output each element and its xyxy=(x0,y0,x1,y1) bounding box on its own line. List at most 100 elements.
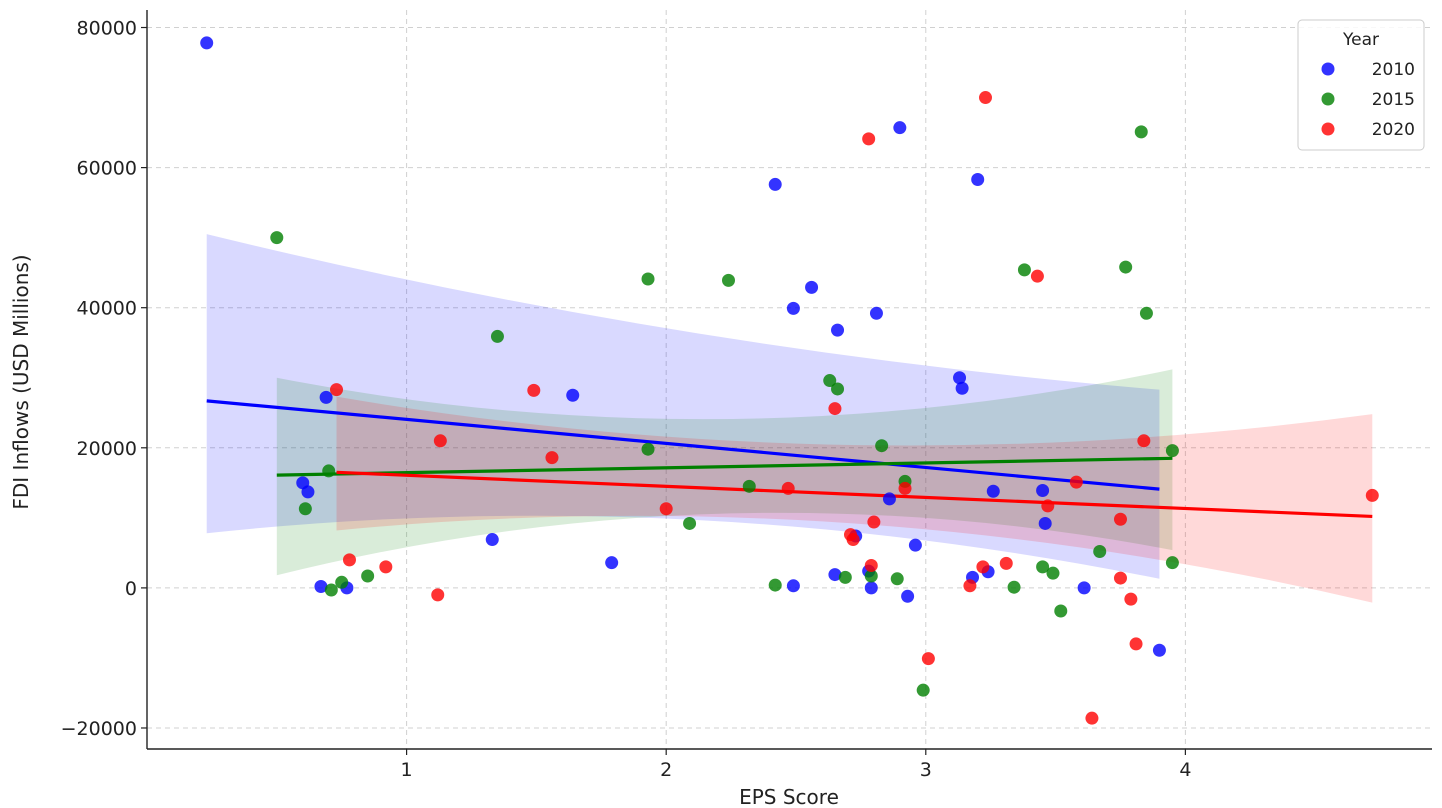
point-2015-31 xyxy=(1165,556,1179,570)
confidence-band-2020 xyxy=(336,396,1373,603)
x-tick-label-3: 4 xyxy=(1179,759,1191,781)
point-2015-26 xyxy=(1093,544,1107,558)
y-tick-label-4: 60000 xyxy=(77,158,137,180)
legend-label-2015: 2015 xyxy=(1372,90,1415,110)
y-axis-title: FDI Inflows (USD Millions) xyxy=(9,254,33,509)
legend-marker-2010 xyxy=(1321,62,1335,76)
point-2015-25 xyxy=(1054,604,1068,618)
legend-label-2010: 2010 xyxy=(1372,60,1415,80)
point-2020-28 xyxy=(1129,637,1143,651)
point-2015-10 xyxy=(721,273,735,287)
point-2015-20 xyxy=(916,683,930,697)
point-2015-18 xyxy=(890,572,904,586)
point-2010-20 xyxy=(893,121,907,135)
point-2020-9 xyxy=(828,402,842,416)
point-2010-7 xyxy=(566,388,580,402)
point-2015-23 xyxy=(1036,560,1050,574)
point-2020-15 xyxy=(898,481,912,495)
point-2020-30 xyxy=(1365,488,1379,502)
point-2015-6 xyxy=(490,329,504,343)
point-2020-26 xyxy=(1113,512,1127,526)
point-2015-30 xyxy=(1165,444,1179,458)
trend-lines xyxy=(206,399,1373,519)
y-tick-label-2: 20000 xyxy=(77,438,137,460)
point-2020-29 xyxy=(1137,434,1151,448)
point-2020-21 xyxy=(1030,269,1044,283)
point-2010-28 xyxy=(986,484,1000,498)
point-2020-25 xyxy=(1113,571,1127,585)
point-2020-11 xyxy=(846,533,860,547)
trend-line-2010 xyxy=(206,399,1160,491)
point-2020-20 xyxy=(999,556,1013,570)
point-2015-13 xyxy=(823,374,837,388)
point-2015-9 xyxy=(683,516,697,530)
data-points xyxy=(200,36,1379,725)
point-2020-3 xyxy=(431,588,445,602)
y-tick-label-1: 0 xyxy=(125,578,137,600)
point-2015-11 xyxy=(742,479,756,493)
point-2010-13 xyxy=(828,568,842,582)
point-2020-24 xyxy=(1085,711,1099,725)
point-2010-14 xyxy=(831,323,845,337)
point-2020-19 xyxy=(978,91,992,105)
confidence-band-2015 xyxy=(276,369,1173,576)
point-2020-1 xyxy=(342,553,356,567)
point-2015-27 xyxy=(1119,260,1133,274)
point-2010-22 xyxy=(908,538,922,552)
point-2020-0 xyxy=(330,383,344,397)
trend-line-2020 xyxy=(336,470,1373,519)
x-axis-title: EPS Score xyxy=(739,785,839,808)
point-2015-14 xyxy=(831,382,845,396)
point-2020-13 xyxy=(864,558,878,572)
point-2015-21 xyxy=(1007,580,1021,594)
point-2020-17 xyxy=(963,579,977,593)
point-2010-29 xyxy=(1036,484,1050,498)
legend-marker-2020 xyxy=(1321,122,1335,136)
point-2010-2 xyxy=(301,485,315,499)
point-2020-16 xyxy=(921,652,935,666)
point-2020-23 xyxy=(1069,475,1083,489)
x-tick-label-0: 1 xyxy=(401,759,413,781)
axes xyxy=(146,10,1432,750)
point-2010-6 xyxy=(485,533,499,547)
point-2015-22 xyxy=(1017,263,1031,277)
point-2010-3 xyxy=(314,579,328,593)
point-2010-4 xyxy=(319,390,333,404)
point-2020-18 xyxy=(976,560,990,574)
point-2015-8 xyxy=(641,442,655,456)
point-2010-21 xyxy=(901,589,915,603)
y-tick-label-0: −20000 xyxy=(61,718,137,740)
point-2015-1 xyxy=(298,502,312,516)
point-2015-5 xyxy=(361,569,375,583)
point-2010-17 xyxy=(864,581,878,595)
x-tick-label-2: 3 xyxy=(920,759,932,781)
legend-items: 2010 2015 2020 xyxy=(1321,60,1415,140)
point-2010-19 xyxy=(882,492,896,506)
confidence-band-2010 xyxy=(206,234,1160,579)
point-2015-2 xyxy=(322,464,336,478)
point-2020-8 xyxy=(781,481,795,495)
point-2010-11 xyxy=(786,579,800,593)
point-2015-24 xyxy=(1046,566,1060,580)
legend-marker-2015 xyxy=(1321,92,1335,106)
point-2010-30 xyxy=(1038,516,1052,530)
point-2010-10 xyxy=(786,301,800,315)
point-2015-0 xyxy=(270,231,284,245)
point-2015-7 xyxy=(641,272,655,286)
point-2010-18 xyxy=(869,306,883,320)
point-2010-0 xyxy=(200,36,214,50)
point-2015-4 xyxy=(335,575,349,589)
point-2020-14 xyxy=(867,515,881,529)
point-2010-9 xyxy=(768,177,782,191)
legend-title: Year xyxy=(1342,30,1379,50)
point-2010-23 xyxy=(953,371,967,385)
point-2020-2 xyxy=(379,560,393,574)
point-2020-6 xyxy=(545,451,559,465)
y-tick-label-3: 40000 xyxy=(77,298,137,320)
point-2010-32 xyxy=(1152,643,1166,657)
legend-label-2020: 2020 xyxy=(1372,120,1415,140)
x-tick-label-1: 2 xyxy=(660,759,672,781)
point-2015-16 xyxy=(864,569,878,583)
point-2010-8 xyxy=(605,556,619,570)
point-2020-27 xyxy=(1124,592,1138,606)
